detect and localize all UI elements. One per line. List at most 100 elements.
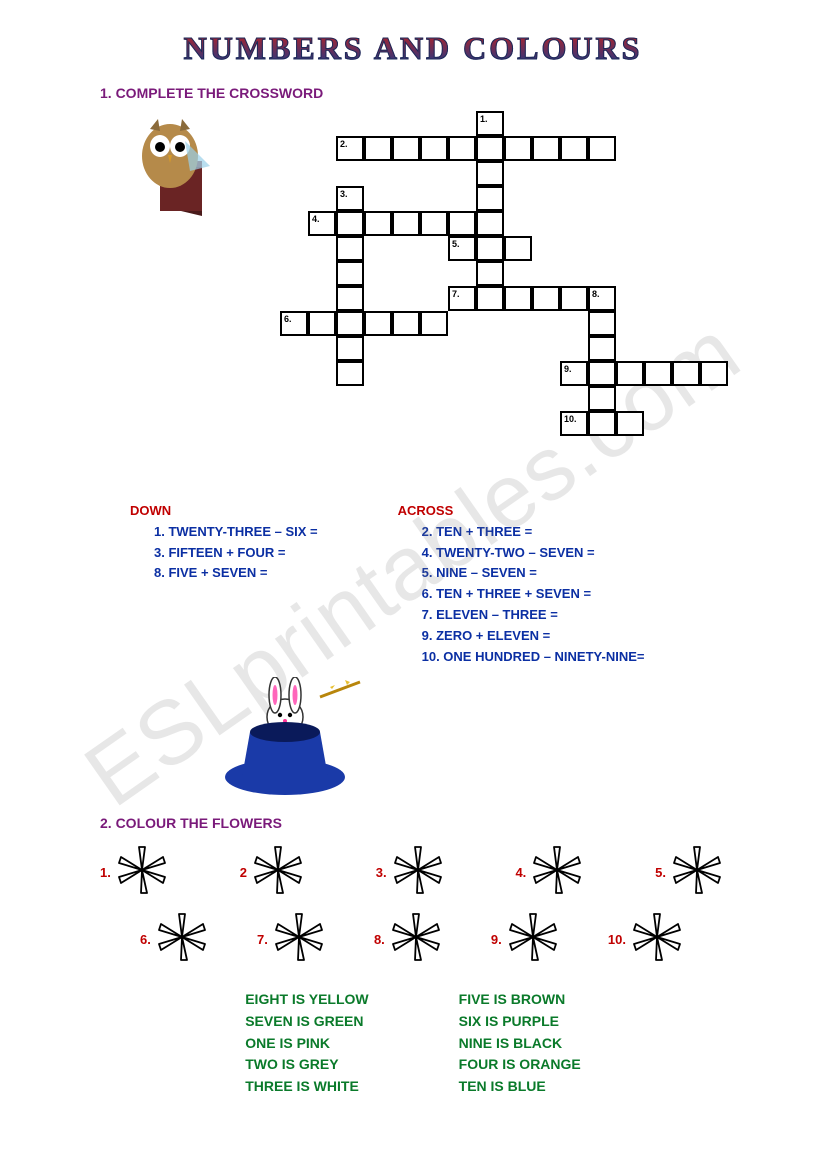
crossword-cell[interactable] xyxy=(364,311,392,336)
clue-down: 8. FIVE + SEVEN = xyxy=(154,563,318,584)
crossword-cell[interactable] xyxy=(392,211,420,236)
crossword-cell[interactable] xyxy=(588,136,616,161)
crossword-cell[interactable] xyxy=(504,236,532,261)
crossword-cell[interactable] xyxy=(420,136,448,161)
crossword-cell[interactable] xyxy=(560,286,588,311)
crossword-cell[interactable] xyxy=(588,411,616,436)
colour-rule: NINE IS BLACK xyxy=(459,1033,581,1055)
flower-number: 8. xyxy=(374,932,385,947)
crossword-cell[interactable] xyxy=(392,136,420,161)
colour-rule: EIGHT IS YELLOW xyxy=(245,989,368,1011)
crossword-cell[interactable]: 1. xyxy=(476,111,504,136)
crossword-cell[interactable] xyxy=(476,211,504,236)
crossword-cell[interactable]: 2. xyxy=(336,136,364,161)
crossword-cell[interactable] xyxy=(504,286,532,311)
flower-icon xyxy=(389,841,447,904)
flower-icon xyxy=(387,908,445,971)
colour-rules-col-2: FIVE IS BROWNSIX IS PURPLENINE IS BLACKF… xyxy=(459,989,581,1097)
crossword-cell[interactable] xyxy=(476,261,504,286)
crossword-cell[interactable] xyxy=(336,261,364,286)
crossword-cell[interactable] xyxy=(420,311,448,336)
flower-icon xyxy=(113,841,171,904)
crossword-cell[interactable] xyxy=(476,286,504,311)
crossword-cell[interactable]: 7. xyxy=(448,286,476,311)
crossword-cell[interactable]: 4. xyxy=(308,211,336,236)
crossword-cell[interactable] xyxy=(588,311,616,336)
crossword-cell[interactable] xyxy=(476,186,504,211)
clues-across-column: ACROSS 2. TEN + THREE =4. TWENTY-TWO – S… xyxy=(398,501,645,667)
colour-rule: TEN IS BLUE xyxy=(459,1076,581,1098)
flower-number: 2 xyxy=(240,865,247,880)
crossword-cell[interactable]: 9. xyxy=(560,361,588,386)
crossword-cell[interactable] xyxy=(672,361,700,386)
crossword-cell[interactable] xyxy=(448,211,476,236)
crossword-cell[interactable] xyxy=(420,211,448,236)
colour-rules-col-1: EIGHT IS YELLOWSEVEN IS GREENONE IS PINK… xyxy=(245,989,368,1097)
crossword-cell[interactable] xyxy=(392,311,420,336)
clue-across: 9. ZERO + ELEVEN = xyxy=(422,626,645,647)
colour-rules: EIGHT IS YELLOWSEVEN IS GREENONE IS PINK… xyxy=(40,989,786,1097)
crossword-cell[interactable] xyxy=(448,136,476,161)
crossword-cell[interactable] xyxy=(700,361,728,386)
crossword-cell[interactable] xyxy=(588,336,616,361)
crossword-cell[interactable] xyxy=(364,136,392,161)
crossword-cell[interactable] xyxy=(336,311,364,336)
flowers-row-2: 6. 7. 8. 9. 10. xyxy=(140,908,686,971)
flower-number: 1. xyxy=(100,865,111,880)
crossword-cell[interactable] xyxy=(616,411,644,436)
crossword-cell[interactable] xyxy=(336,336,364,361)
crossword-cell[interactable] xyxy=(476,236,504,261)
colour-rule: SEVEN IS GREEN xyxy=(245,1011,368,1033)
crossword-cell[interactable] xyxy=(336,211,364,236)
flower-item: 2 xyxy=(240,841,307,904)
crossword-cell[interactable] xyxy=(616,361,644,386)
flower-number: 9. xyxy=(491,932,502,947)
flower-icon xyxy=(668,841,726,904)
flower-item: 10. xyxy=(608,908,686,971)
crossword-cell[interactable] xyxy=(336,236,364,261)
crossword-cell[interactable] xyxy=(588,361,616,386)
crossword-cell[interactable] xyxy=(560,136,588,161)
flower-item: 8. xyxy=(374,908,445,971)
crossword-cell[interactable]: 3. xyxy=(336,186,364,211)
crossword-cell[interactable] xyxy=(364,211,392,236)
crossword-cell[interactable] xyxy=(308,311,336,336)
flower-item: 4. xyxy=(515,841,586,904)
clue-across: 4. TWENTY-TWO – SEVEN = xyxy=(422,543,645,564)
colour-rule: THREE IS WHITE xyxy=(245,1076,368,1098)
crossword-cell[interactable] xyxy=(532,136,560,161)
flowers-row-1: 1. 2 3. 4. 5. xyxy=(100,841,726,904)
colour-rule: TWO IS GREY xyxy=(245,1054,368,1076)
clue-across: 6. TEN + THREE + SEVEN = xyxy=(422,584,645,605)
crossword-cell[interactable] xyxy=(476,136,504,161)
crossword-cell[interactable] xyxy=(336,361,364,386)
crossword-cell[interactable] xyxy=(588,386,616,411)
flower-number: 5. xyxy=(655,865,666,880)
clue-across: 2. TEN + THREE = xyxy=(422,522,645,543)
section-1-heading: 1. COMPLETE THE CROSSWORD xyxy=(100,85,786,101)
flower-icon xyxy=(153,908,211,971)
colour-rule: SIX IS PURPLE xyxy=(459,1011,581,1033)
crossword-cell[interactable] xyxy=(476,161,504,186)
clues-down-heading: DOWN xyxy=(130,501,318,522)
crossword-cell[interactable] xyxy=(504,136,532,161)
flower-icon xyxy=(249,841,307,904)
crossword-cell[interactable] xyxy=(336,286,364,311)
flower-icon xyxy=(528,841,586,904)
colour-rule: FOUR IS ORANGE xyxy=(459,1054,581,1076)
flower-item: 3. xyxy=(376,841,447,904)
clues-area: DOWN 1. TWENTY-THREE – SIX =3. FIFTEEN +… xyxy=(130,501,786,667)
crossword-cell[interactable]: 8. xyxy=(588,286,616,311)
flower-number: 3. xyxy=(376,865,387,880)
crossword-cell[interactable] xyxy=(644,361,672,386)
flower-number: 7. xyxy=(257,932,268,947)
flower-item: 6. xyxy=(140,908,211,971)
flower-item: 7. xyxy=(257,908,328,971)
crossword-cell[interactable]: 6. xyxy=(280,311,308,336)
crossword-cell[interactable] xyxy=(532,286,560,311)
colour-rule: FIVE IS BROWN xyxy=(459,989,581,1011)
page-title: NUMBERS AND COLOURS xyxy=(40,30,786,67)
flower-icon xyxy=(504,908,562,971)
crossword-cell[interactable]: 5. xyxy=(448,236,476,261)
crossword-cell[interactable]: 10. xyxy=(560,411,588,436)
